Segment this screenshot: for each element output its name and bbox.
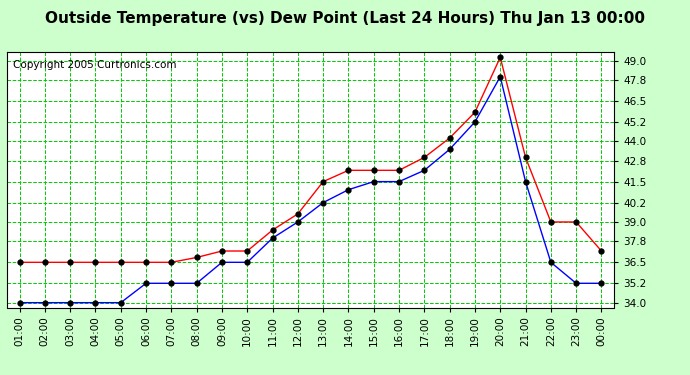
Text: Copyright 2005 Curtronics.com: Copyright 2005 Curtronics.com [13, 60, 177, 70]
Text: Outside Temperature (vs) Dew Point (Last 24 Hours) Thu Jan 13 00:00: Outside Temperature (vs) Dew Point (Last… [45, 11, 645, 26]
